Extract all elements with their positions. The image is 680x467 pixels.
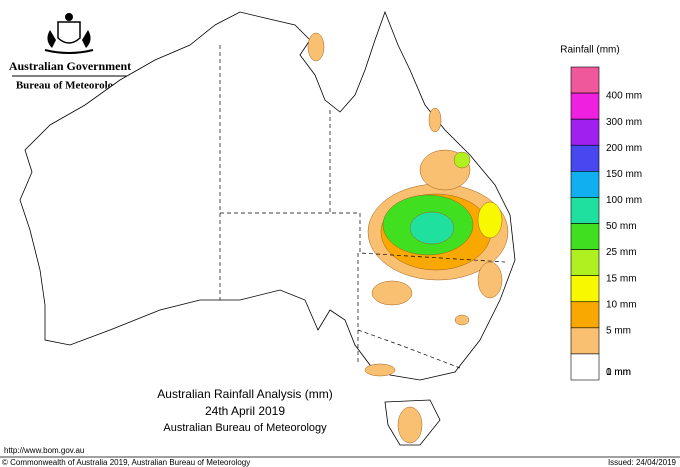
legend-label: 100 mm	[606, 195, 642, 206]
legend-label: 0 mm	[606, 367, 631, 378]
legend-swatch	[570, 301, 600, 329]
legend-label: 400 mm	[606, 91, 642, 102]
caption-source: Australian Bureau of Meteorology	[163, 422, 327, 434]
legend-label: 200 mm	[606, 143, 642, 154]
logo	[44, 13, 94, 54]
legend-swatch	[570, 66, 600, 94]
legend-swatch	[570, 275, 600, 303]
caption-title: Australian Rainfall Analysis (mm)	[157, 387, 332, 401]
legend: 400 mm 300 mm 200 mm 150 mm 100 mm 50 mm 25 mm…	[570, 66, 642, 381]
legend-swatch	[570, 197, 600, 224]
government: Australian Government	[9, 59, 131, 73]
legend-label: 150 mm	[606, 169, 642, 180]
caption-date: 24th April 2019	[205, 404, 285, 418]
legend-label: 10 mm	[606, 299, 637, 310]
rain-areas	[307, 32, 509, 444]
map	[19, 10, 516, 446]
legend-swatch	[570, 118, 600, 146]
legend-swatch	[570, 92, 600, 120]
legend-swatch	[570, 249, 600, 276]
legend-swatch	[570, 171, 600, 198]
footer-url: http://www.bom.gov.au	[4, 446, 84, 455]
legend-label: 5 mm	[606, 325, 631, 336]
state-borders	[219, 45, 506, 369]
legend-swatch	[570, 353, 600, 381]
legend-label: 300 mm	[606, 117, 642, 128]
legend-label: 1 mm	[606, 367, 631, 378]
legend-swatch	[570, 223, 600, 250]
legend-label: 15 mm	[606, 273, 637, 284]
footer-issued: Issued: 24/04/2019	[608, 458, 677, 467]
agency: Bureau of Meteorology	[16, 80, 125, 92]
legend-title: Rainfall (mm)	[560, 45, 619, 56]
legend-label: 25 mm	[606, 247, 637, 258]
footer-copyright: © Commonwealth of Australia 2019, Austra…	[2, 458, 250, 467]
legend-swatch	[570, 327, 600, 355]
legend-label: 50 mm	[606, 221, 637, 232]
legend-swatch	[570, 144, 600, 172]
